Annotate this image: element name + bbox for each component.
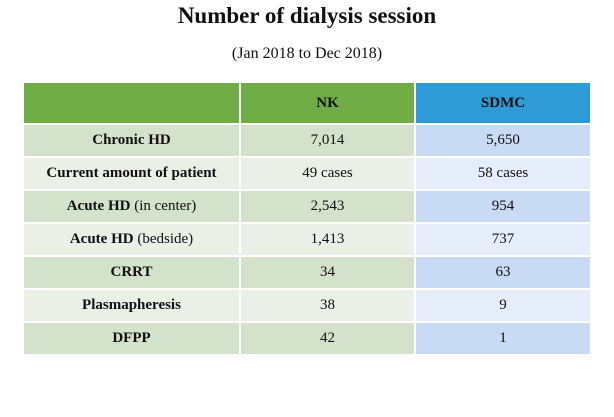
sdmc-value: 5,650 xyxy=(414,124,590,158)
header-nk: NK xyxy=(239,83,415,125)
nk-value: 42 xyxy=(239,322,415,356)
nk-value: 49 cases xyxy=(239,157,415,191)
nk-value: 34 xyxy=(239,256,415,290)
table-row: DFPP 42 1 xyxy=(24,322,590,356)
row-label: CRRT xyxy=(24,256,240,290)
table-row: Acute HD (in center) 2,543 954 xyxy=(24,190,590,224)
nk-value: 1,413 xyxy=(239,223,415,257)
dialysis-sessions-table: NK SDMC Chronic HD 7,014 5,650 Current a… xyxy=(24,83,590,356)
row-label: Current amount of patient xyxy=(24,157,240,191)
sdmc-value: 63 xyxy=(414,256,590,290)
table-row: Acute HD (bedside) 1,413 737 xyxy=(24,223,590,257)
date-range-subtitle: (Jan 2018 to Dec 2018) xyxy=(231,45,383,62)
row-label: Acute HD (bedside) xyxy=(24,223,240,257)
row-label: Chronic HD xyxy=(24,124,240,158)
sdmc-value: 58 cases xyxy=(414,157,590,191)
header-sdmc: SDMC xyxy=(414,83,590,125)
page-title: Number of dialysis session xyxy=(177,3,437,28)
header-blank-cell xyxy=(24,83,240,125)
table-row: CRRT 34 63 xyxy=(24,256,590,290)
row-label: DFPP xyxy=(24,322,240,356)
nk-value: 2,543 xyxy=(239,190,415,224)
sdmc-value: 954 xyxy=(414,190,590,224)
table-row: Chronic HD 7,014 5,650 xyxy=(24,124,590,158)
table-row: Plasmapheresis 38 9 xyxy=(24,289,590,323)
sdmc-value: 1 xyxy=(414,322,590,356)
table-row: Current amount of patient 49 cases 58 ca… xyxy=(24,157,590,191)
nk-value: 7,014 xyxy=(239,124,415,158)
sdmc-value: 737 xyxy=(414,223,590,257)
row-label: Acute HD (in center) xyxy=(24,190,240,224)
sdmc-value: 9 xyxy=(414,289,590,323)
row-label: Plasmapheresis xyxy=(24,289,240,323)
table-header-row: NK SDMC xyxy=(24,83,590,125)
nk-value: 38 xyxy=(239,289,415,323)
